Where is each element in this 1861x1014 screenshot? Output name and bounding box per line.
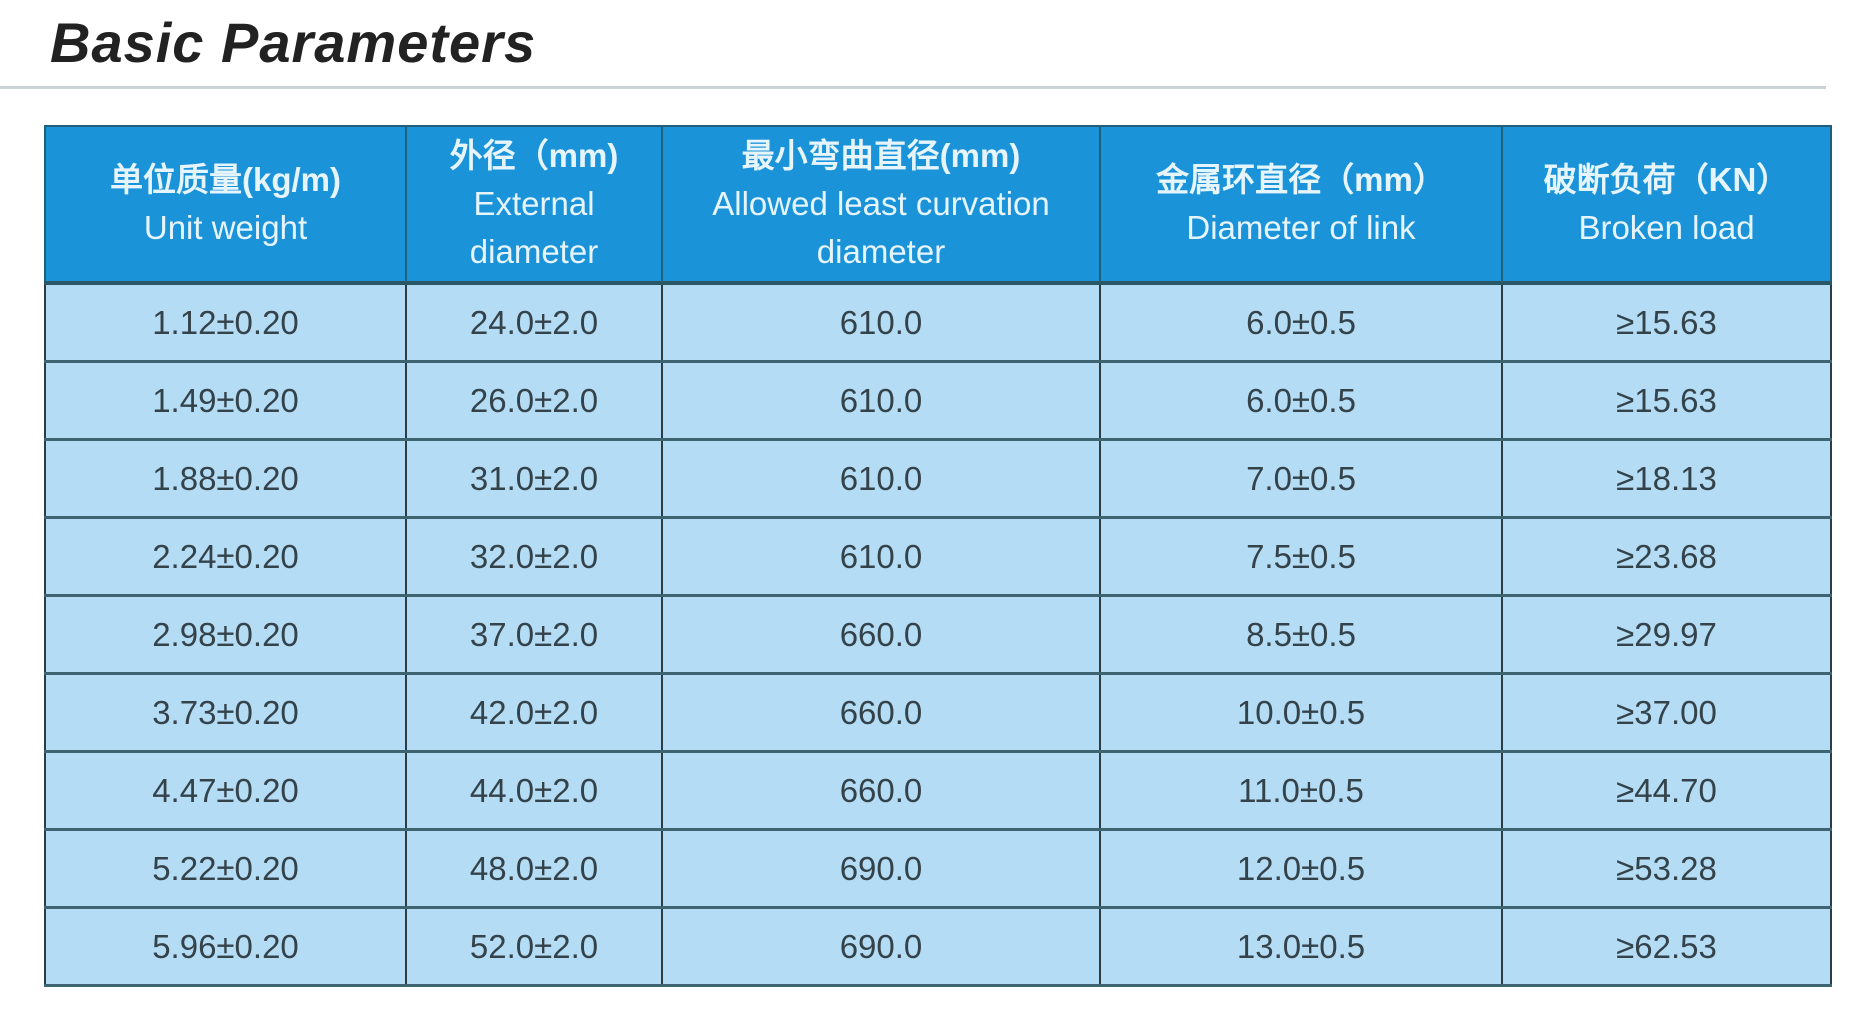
table-row: 1.12±0.20 24.0±2.0 610.0 6.0±0.5 ≥15.63 [44, 283, 1832, 363]
table-row: 4.47±0.20 44.0±2.0 660.0 11.0±0.5 ≥44.70 [44, 751, 1832, 831]
table-cell: 8.5±0.5 [1099, 595, 1503, 675]
table-cell: ≥29.97 [1501, 595, 1832, 675]
column-header-zh: 最小弯曲直径(mm) [741, 137, 1021, 174]
table-cell: 37.0±2.0 [405, 595, 663, 675]
table-body: 1.12±0.20 24.0±2.0 610.0 6.0±0.5 ≥15.63 1.49±… [44, 283, 1832, 987]
table-cell: 660.0 [661, 673, 1101, 753]
table-row: 1.88±0.20 31.0±2.0 610.0 7.0±0.5 ≥18.13 [44, 439, 1832, 519]
table-cell: 690.0 [661, 907, 1101, 987]
table-cell: 13.0±0.5 [1099, 907, 1503, 987]
column-header: 最小弯曲直径(mm) Allowed least curvation diamet… [661, 125, 1101, 285]
table-cell: ≥15.63 [1501, 283, 1832, 363]
table-cell: 10.0±0.5 [1099, 673, 1503, 753]
column-header-zh: 外径（mm) [449, 137, 619, 174]
table-cell: ≥44.70 [1501, 751, 1832, 831]
column-header: 破断负荷（KN） Broken load [1501, 125, 1832, 285]
table-cell: 26.0±2.0 [405, 361, 663, 441]
table-cell: 24.0±2.0 [405, 283, 663, 363]
column-header: 外径（mm) External diameter [405, 125, 663, 285]
page-title: Basic Parameters [50, 11, 537, 74]
table-cell: 42.0±2.0 [405, 673, 663, 753]
table-cell: ≥18.13 [1501, 439, 1832, 519]
table-cell: 7.5±0.5 [1099, 517, 1503, 597]
table-cell: 6.0±0.5 [1099, 361, 1503, 441]
column-header: 单位质量(kg/m) Unit weight [44, 125, 407, 285]
column-header-en: Allowed least curvation diameter [712, 185, 1050, 270]
table-cell: 44.0±2.0 [405, 751, 663, 831]
table-cell: 48.0±2.0 [405, 829, 663, 909]
header-row: 单位质量(kg/m) Unit weight 外径（mm) External diam… [44, 125, 1832, 285]
table-row: 5.22±0.20 48.0±2.0 690.0 12.0±0.5 ≥53.28 [44, 829, 1832, 909]
table-cell: 610.0 [661, 361, 1101, 441]
table-cell: 660.0 [661, 595, 1101, 675]
table-cell: 6.0±0.5 [1099, 283, 1503, 363]
column-header-zh: 金属环直径（mm） [1156, 161, 1446, 198]
table-cell: 2.24±0.20 [44, 517, 407, 597]
table-cell: 32.0±2.0 [405, 517, 663, 597]
table-row: 2.98±0.20 37.0±2.0 660.0 8.5±0.5 ≥29.97 [44, 595, 1832, 675]
column-header-zh: 单位质量(kg/m) [110, 161, 341, 198]
table-cell: 4.47±0.20 [44, 751, 407, 831]
table-cell: 1.12±0.20 [44, 283, 407, 363]
column-header-en: Broken load [1578, 209, 1755, 246]
column-header-en: Unit weight [143, 209, 308, 246]
divider [0, 86, 1826, 89]
table-cell: 610.0 [661, 517, 1101, 597]
table-cell: ≥15.63 [1501, 361, 1832, 441]
table-cell: 52.0±2.0 [405, 907, 663, 987]
parameters-table: 单位质量(kg/m) Unit weight 外径（mm) External diam… [44, 125, 1832, 987]
column-header-en: External diameter [469, 185, 599, 270]
table-cell: 11.0±0.5 [1099, 751, 1503, 831]
table-cell: ≥37.00 [1501, 673, 1832, 753]
table-cell: 660.0 [661, 751, 1101, 831]
table-row: 3.73±0.20 42.0±2.0 660.0 10.0±0.5 ≥37.00 [44, 673, 1832, 753]
table-cell: ≥62.53 [1501, 907, 1832, 987]
column-header: 金属环直径（mm） Diameter of link [1099, 125, 1503, 285]
table-cell: ≥23.68 [1501, 517, 1832, 597]
table-cell: 31.0±2.0 [405, 439, 663, 519]
table-cell: 3.73±0.20 [44, 673, 407, 753]
table-cell: 12.0±0.5 [1099, 829, 1503, 909]
table-cell: 610.0 [661, 439, 1101, 519]
table-row: 2.24±0.20 32.0±2.0 610.0 7.5±0.5 ≥23.68 [44, 517, 1832, 597]
table-cell: 690.0 [661, 829, 1101, 909]
table-cell: 5.22±0.20 [44, 829, 407, 909]
table-cell: 2.98±0.20 [44, 595, 407, 675]
table-cell: 610.0 [661, 283, 1101, 363]
table-row: 5.96±0.20 52.0±2.0 690.0 13.0±0.5 ≥62.53 [44, 907, 1832, 987]
table-cell: ≥53.28 [1501, 829, 1832, 909]
column-header-zh: 破断负荷（KN） [1543, 161, 1790, 198]
column-header-en: Diameter of link [1186, 209, 1416, 246]
table-row: 1.49±0.20 26.0±2.0 610.0 6.0±0.5 ≥15.63 [44, 361, 1832, 441]
table-cell: 5.96±0.20 [44, 907, 407, 987]
table-cell: 1.49±0.20 [44, 361, 407, 441]
table-cell: 7.0±0.5 [1099, 439, 1503, 519]
table-cell: 1.88±0.20 [44, 439, 407, 519]
